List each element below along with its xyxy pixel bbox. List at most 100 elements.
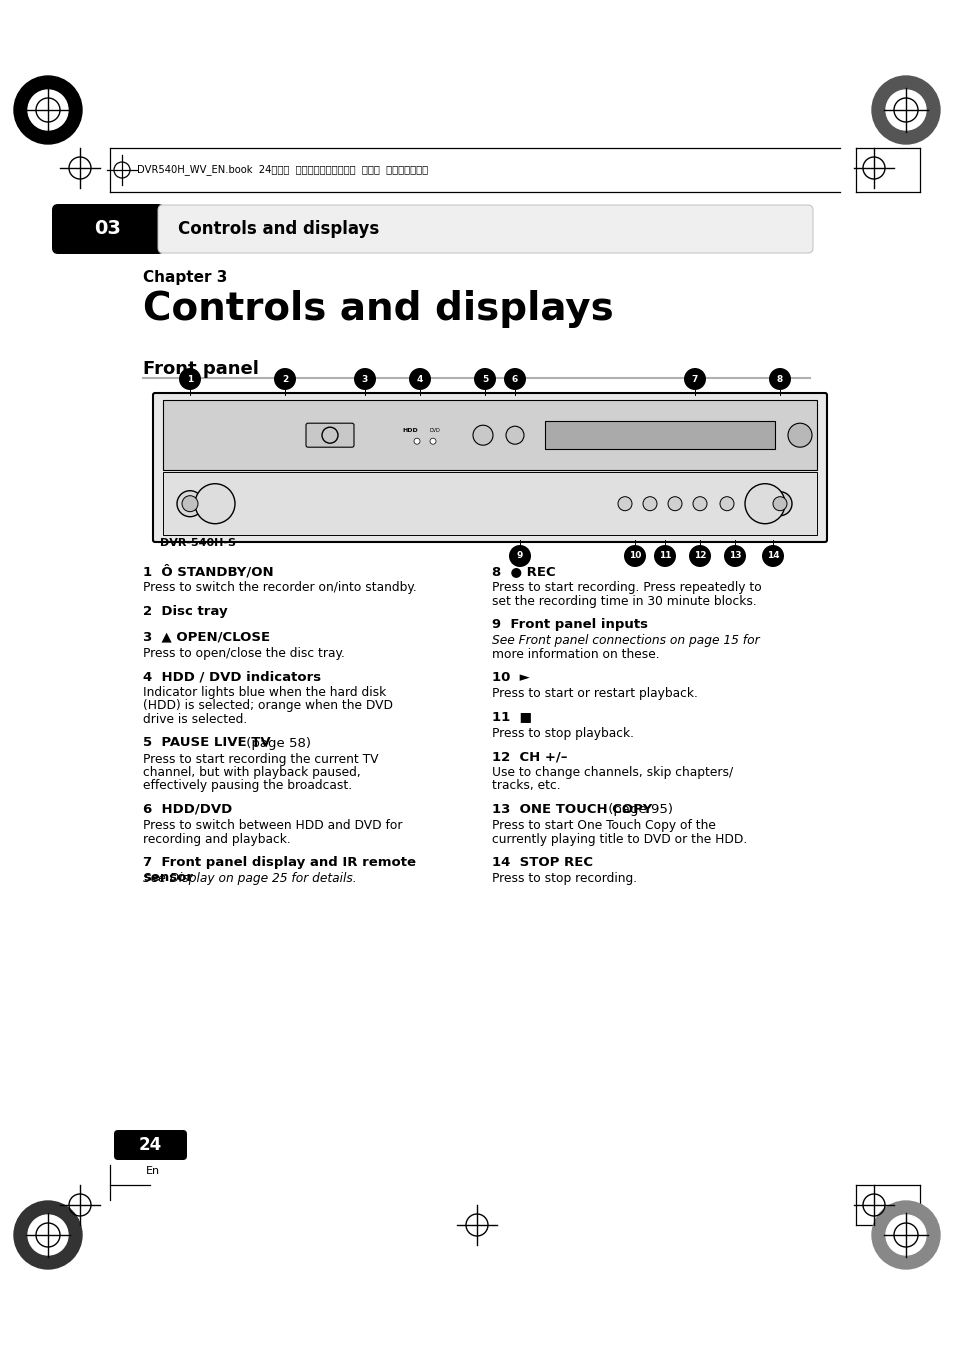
- Circle shape: [692, 497, 706, 511]
- Text: 11: 11: [659, 551, 671, 561]
- Text: 6: 6: [512, 374, 517, 384]
- Circle shape: [654, 544, 676, 567]
- Circle shape: [430, 438, 436, 444]
- Text: 4: 4: [416, 374, 423, 384]
- Text: 12: 12: [693, 551, 705, 561]
- Text: 2: 2: [281, 374, 288, 384]
- Text: 6  HDD/DVD: 6 HDD/DVD: [143, 802, 232, 816]
- Text: Press to stop playback.: Press to stop playback.: [492, 727, 634, 739]
- Circle shape: [885, 91, 925, 130]
- Circle shape: [354, 367, 375, 390]
- FancyBboxPatch shape: [306, 423, 354, 447]
- Circle shape: [177, 490, 203, 516]
- Text: 11  ■: 11 ■: [492, 711, 532, 724]
- Text: See Display on page 25 for details.: See Display on page 25 for details.: [143, 871, 356, 885]
- FancyBboxPatch shape: [158, 205, 812, 253]
- FancyBboxPatch shape: [113, 1129, 187, 1161]
- Circle shape: [28, 1215, 68, 1255]
- Bar: [163, 400, 816, 470]
- Circle shape: [503, 367, 525, 390]
- Text: 13: 13: [728, 551, 740, 561]
- Circle shape: [885, 1215, 925, 1255]
- Text: 8  ● REC: 8 ● REC: [492, 565, 555, 578]
- Text: 9  Front panel inputs: 9 Front panel inputs: [492, 617, 647, 631]
- Text: 03: 03: [94, 219, 121, 239]
- FancyBboxPatch shape: [52, 204, 164, 254]
- Text: Chapter 3: Chapter 3: [143, 270, 227, 285]
- Text: (HDD) is selected; orange when the DVD: (HDD) is selected; orange when the DVD: [143, 700, 393, 712]
- Text: Use to change channels, skip chapters/: Use to change channels, skip chapters/: [492, 766, 732, 780]
- Text: Press to start recording the current TV: Press to start recording the current TV: [143, 753, 378, 766]
- Text: DVR-540H-S: DVR-540H-S: [160, 538, 235, 549]
- Text: 8: 8: [776, 374, 782, 384]
- Circle shape: [623, 544, 645, 567]
- Text: currently playing title to DVD or the HDD.: currently playing title to DVD or the HD…: [492, 832, 746, 846]
- Circle shape: [683, 367, 705, 390]
- Circle shape: [642, 497, 657, 511]
- Circle shape: [787, 423, 811, 447]
- Circle shape: [688, 544, 710, 567]
- Circle shape: [14, 76, 82, 145]
- Circle shape: [505, 426, 523, 444]
- Text: 1  Ô STANDBY/ON: 1 Ô STANDBY/ON: [143, 565, 274, 578]
- Text: Press to start recording. Press repeatedly to: Press to start recording. Press repeated…: [492, 581, 760, 594]
- Bar: [544, 422, 774, 450]
- Text: (page 58): (page 58): [242, 736, 311, 750]
- Circle shape: [182, 496, 198, 512]
- Text: 24: 24: [139, 1136, 162, 1154]
- Circle shape: [194, 484, 234, 524]
- Text: En: En: [145, 1166, 159, 1175]
- Text: 9: 9: [517, 551, 522, 561]
- FancyBboxPatch shape: [152, 393, 826, 542]
- Text: 12  CH +/–: 12 CH +/–: [492, 750, 567, 763]
- Circle shape: [409, 367, 431, 390]
- Text: 5  PAUSE LIVE TV: 5 PAUSE LIVE TV: [143, 736, 271, 750]
- Text: 2  Disc tray: 2 Disc tray: [143, 604, 228, 617]
- Text: 3  ▲ OPEN/CLOSE: 3 ▲ OPEN/CLOSE: [143, 631, 270, 643]
- Text: channel, but with playback paused,: channel, but with playback paused,: [143, 766, 360, 780]
- Circle shape: [179, 367, 201, 390]
- Text: tracks, etc.: tracks, etc.: [492, 780, 560, 793]
- Circle shape: [14, 1201, 82, 1269]
- Circle shape: [772, 497, 786, 511]
- Circle shape: [414, 438, 419, 444]
- Text: 4  HDD / DVD indicators: 4 HDD / DVD indicators: [143, 670, 321, 684]
- Text: Press to start One Touch Copy of the: Press to start One Touch Copy of the: [492, 819, 715, 832]
- Circle shape: [761, 544, 783, 567]
- Text: Press to stop recording.: Press to stop recording.: [492, 871, 637, 885]
- Text: Press to switch between HDD and DVD for: Press to switch between HDD and DVD for: [143, 819, 402, 832]
- Text: DVR540H_WV_EN.book  24ページ  ２００６年２月１６日  木曜日  午後４時３４分: DVR540H_WV_EN.book 24ページ ２００６年２月１６日 木曜日 …: [137, 165, 428, 176]
- Text: DVD: DVD: [429, 428, 440, 432]
- Circle shape: [274, 367, 295, 390]
- Circle shape: [723, 544, 745, 567]
- Text: 14  STOP REC: 14 STOP REC: [492, 857, 593, 869]
- Text: 5: 5: [481, 374, 488, 384]
- Text: (page 95): (page 95): [603, 802, 672, 816]
- Circle shape: [618, 497, 631, 511]
- Text: drive is selected.: drive is selected.: [143, 713, 247, 725]
- Circle shape: [509, 544, 531, 567]
- Circle shape: [474, 367, 496, 390]
- Text: Press to start or restart playback.: Press to start or restart playback.: [492, 688, 698, 700]
- Circle shape: [744, 484, 784, 524]
- Text: HDD: HDD: [402, 428, 417, 432]
- Text: 1: 1: [187, 374, 193, 384]
- Text: 3: 3: [361, 374, 368, 384]
- Text: See Front panel connections on page 15 for: See Front panel connections on page 15 f…: [492, 634, 759, 647]
- Circle shape: [667, 497, 681, 511]
- Circle shape: [768, 367, 790, 390]
- Text: effectively pausing the broadcast.: effectively pausing the broadcast.: [143, 780, 352, 793]
- Text: Controls and displays: Controls and displays: [143, 290, 613, 328]
- Text: Press to open/close the disc tray.: Press to open/close the disc tray.: [143, 647, 345, 659]
- Circle shape: [473, 426, 493, 446]
- Text: 7  Front panel display and IR remote
sensor: 7 Front panel display and IR remote sens…: [143, 857, 416, 884]
- Text: Indicator lights blue when the hard disk: Indicator lights blue when the hard disk: [143, 686, 386, 698]
- Text: Press to switch the recorder on/into standby.: Press to switch the recorder on/into sta…: [143, 581, 416, 594]
- Circle shape: [720, 497, 733, 511]
- Text: Controls and displays: Controls and displays: [178, 220, 379, 238]
- Text: set the recording time in 30 minute blocks.: set the recording time in 30 minute bloc…: [492, 594, 756, 608]
- Circle shape: [871, 76, 939, 145]
- Circle shape: [767, 492, 791, 516]
- Text: 10: 10: [628, 551, 640, 561]
- Text: more information on these.: more information on these.: [492, 647, 659, 661]
